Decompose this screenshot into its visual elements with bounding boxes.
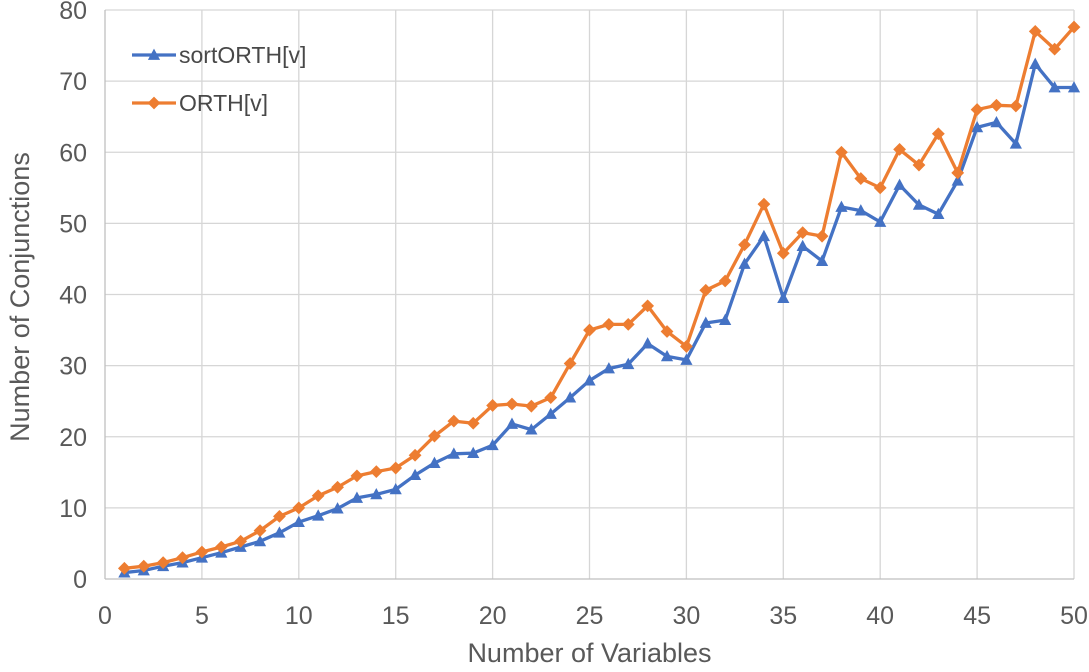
svg-text:10: 10: [59, 495, 87, 523]
svg-text:60: 60: [59, 139, 87, 167]
svg-text:40: 40: [866, 602, 894, 630]
axes: [104, 10, 1074, 580]
gridlines: [105, 9, 1075, 579]
y-tick-labels: 0 10 20 30 40 50 60 70 80: [59, 0, 87, 594]
legend-label-sortorthv: sortORTH[v]: [179, 41, 307, 68]
svg-text:35: 35: [769, 602, 797, 630]
svg-text:30: 30: [59, 353, 87, 381]
svg-text:25: 25: [576, 602, 604, 630]
svg-text:30: 30: [672, 602, 700, 630]
series-orthv: [117, 20, 1081, 575]
legend-item-sortorthv: sortORTH[v]: [130, 40, 306, 70]
legend: sortORTH[v] ORTH[v]: [130, 40, 306, 118]
legend-item-orthv: ORTH[v]: [130, 88, 306, 118]
svg-text:70: 70: [59, 68, 87, 96]
svg-text:15: 15: [382, 602, 410, 630]
legend-label-orthv: ORTH[v]: [179, 89, 269, 116]
svg-text:40: 40: [59, 282, 87, 310]
svg-text:80: 80: [59, 0, 87, 25]
svg-text:20: 20: [59, 424, 87, 452]
svg-text:50: 50: [1060, 602, 1088, 630]
svg-text:45: 45: [963, 602, 991, 630]
x-tick-labels: 0 5 10 15 20 25 30 35 40 45 50: [98, 602, 1088, 630]
svg-text:5: 5: [195, 602, 209, 630]
legend-marker-orthv-icon: [132, 96, 176, 110]
svg-text:20: 20: [479, 602, 507, 630]
y-axis-title: Number of Conjunctions: [5, 152, 35, 442]
legend-marker-sortorthv-icon: [132, 48, 176, 60]
svg-text:50: 50: [59, 210, 87, 238]
svg-text:0: 0: [98, 602, 112, 630]
svg-text:10: 10: [285, 602, 313, 630]
series-sortorthv: [118, 57, 1081, 578]
x-axis-title: Number of Variables: [467, 638, 712, 668]
svg-text:0: 0: [73, 566, 87, 594]
